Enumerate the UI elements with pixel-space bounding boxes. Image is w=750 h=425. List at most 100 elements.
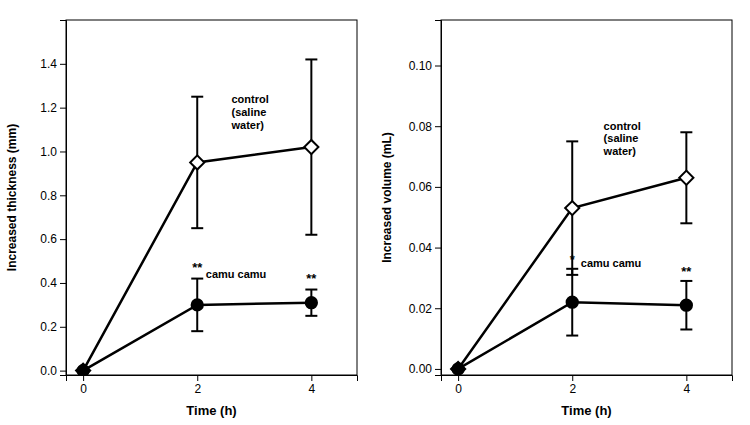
significance-label: ** bbox=[681, 264, 692, 279]
error-bar-cap bbox=[680, 131, 692, 133]
y-axis-title: Increased thickness (mm) bbox=[5, 124, 19, 271]
series-label-line: water) bbox=[230, 119, 264, 131]
series-line bbox=[458, 178, 686, 369]
point-marker bbox=[452, 363, 463, 374]
plot-frame bbox=[441, 20, 732, 375]
y-axis-tick: 0.06 bbox=[409, 180, 441, 194]
point-marker bbox=[192, 299, 203, 310]
y-axis-tick: 1.0 bbox=[40, 145, 66, 159]
y-axis-tick-mark bbox=[60, 371, 66, 372]
y-axis-tick: 0.00 bbox=[409, 362, 441, 376]
significance-label: ** bbox=[192, 260, 203, 275]
y-axis-tick: 0.8 bbox=[40, 189, 66, 203]
x-axis-tick-label: 0 bbox=[455, 382, 462, 396]
plot-area bbox=[76, 59, 318, 375]
y-axis-title: Increased volume (mL) bbox=[380, 132, 394, 263]
y-axis-tick-label: 1.2 bbox=[40, 101, 57, 115]
x-axis-tick-label: 0 bbox=[80, 382, 87, 396]
y-axis-tick: 0.6 bbox=[40, 232, 66, 246]
point-marker bbox=[565, 201, 579, 215]
plot-area bbox=[451, 132, 693, 375]
x-axis-tick: 0 bbox=[80, 375, 87, 396]
y-axis-tick-label: 0.0 bbox=[40, 364, 57, 378]
error-bar-cap bbox=[191, 330, 203, 332]
x-axis-tick-mark bbox=[197, 375, 198, 381]
y-axis-tick-mark bbox=[60, 239, 66, 240]
point-marker bbox=[304, 140, 318, 154]
y-axis-tick: 0.04 bbox=[409, 241, 441, 255]
series-label-line: camu camu bbox=[581, 257, 642, 269]
y-axis-tick-label: 0.04 bbox=[409, 241, 433, 255]
point-marker bbox=[76, 364, 90, 375]
error-bar-cap bbox=[566, 268, 578, 270]
y-axis-tick-label: 0.4 bbox=[40, 276, 57, 290]
y-axis: 0.00.20.40.60.81.01.21.4 bbox=[40, 21, 66, 378]
y-axis-line bbox=[435, 21, 442, 376]
significance-label: * bbox=[570, 252, 576, 267]
y-axis-tick-label: 1.4 bbox=[40, 57, 57, 71]
y-axis-tick-mark bbox=[435, 187, 441, 188]
y-axis: 0.00 0.02 0.04 0.06 0.08 0.10 bbox=[409, 21, 442, 377]
point-marker bbox=[190, 155, 204, 169]
y-axis-tick-mark bbox=[435, 126, 441, 127]
x-axis-tick-label: 2 bbox=[569, 382, 576, 396]
error-bar-cap bbox=[566, 335, 578, 337]
error-bar-cap bbox=[680, 328, 692, 330]
error-bar-cap bbox=[680, 222, 692, 224]
error-bar-cap bbox=[191, 227, 203, 229]
y-axis-tick: 0.10 bbox=[409, 59, 441, 73]
x-axis-tick-label: 2 bbox=[194, 382, 201, 396]
y-axis-tick-mark bbox=[435, 248, 441, 249]
significance-label: ** bbox=[306, 271, 317, 286]
x-axis-tick-label: 4 bbox=[309, 382, 316, 396]
y-axis-tick-mark bbox=[435, 369, 441, 370]
error-bar bbox=[191, 279, 203, 332]
point-marker bbox=[681, 300, 692, 311]
series-label-line: water) bbox=[603, 145, 637, 157]
x-axis: 0 2 4 bbox=[442, 375, 733, 396]
error-bar-cap bbox=[305, 289, 317, 291]
y-axis-tick: 1.4 bbox=[40, 57, 66, 71]
series-label: camu camu bbox=[581, 257, 642, 269]
error-bar-cap bbox=[305, 234, 317, 236]
y-axis-tick-mark bbox=[435, 66, 441, 67]
x-axis-tick-label: 4 bbox=[684, 382, 691, 396]
x-axis-tick: 4 bbox=[309, 375, 316, 396]
x-axis-tick-mark bbox=[83, 375, 84, 381]
error-bar-cap bbox=[680, 280, 692, 282]
y-axis-tick-mark bbox=[435, 308, 441, 309]
x-axis-line bbox=[442, 376, 733, 382]
y-axis-line bbox=[60, 21, 67, 376]
y-axis-tick-label: 1.0 bbox=[40, 145, 57, 159]
x-axis-title: Time (h) bbox=[186, 403, 236, 418]
point-marker bbox=[567, 297, 578, 308]
point-marker bbox=[679, 171, 693, 185]
y-axis-tick-mark bbox=[60, 195, 66, 196]
y-axis-tick: 1.2 bbox=[40, 101, 66, 115]
series-label-line: camu camu bbox=[206, 268, 267, 280]
error-bar-cap bbox=[305, 58, 317, 60]
x-axis-tick: 4 bbox=[684, 375, 691, 396]
y-axis-tick: 0.4 bbox=[40, 276, 66, 290]
point-marker bbox=[77, 365, 88, 375]
y-axis-tick: 0.02 bbox=[409, 302, 441, 316]
x-axis-title: Time (h) bbox=[561, 403, 611, 418]
error-bar-cap bbox=[191, 96, 203, 98]
y-axis-tick-label: 0.08 bbox=[409, 120, 433, 134]
series-label: control(salinewater) bbox=[603, 120, 641, 157]
chart: 0240.00.20.40.60.81.01.21.4Time (h)Incre… bbox=[0, 0, 750, 425]
error-bar-cap bbox=[191, 278, 203, 280]
error-bar bbox=[566, 269, 578, 336]
x-axis: 0 2 4 bbox=[67, 375, 358, 396]
x-axis-tick: 2 bbox=[569, 375, 576, 396]
plot-frame bbox=[66, 20, 357, 375]
y-axis-tick-mark bbox=[60, 64, 66, 65]
y-axis-tick-mark bbox=[60, 151, 66, 152]
series-label-line: (saline bbox=[231, 106, 266, 118]
y-axis-tick-label: 0.10 bbox=[409, 59, 433, 73]
y-axis-tick-mark bbox=[60, 108, 66, 109]
x-axis-tick: 2 bbox=[194, 375, 201, 396]
y-axis-tick: 0.08 bbox=[409, 120, 441, 134]
x-axis-tick-mark bbox=[311, 375, 312, 381]
x-axis-tick-mark bbox=[458, 375, 459, 381]
